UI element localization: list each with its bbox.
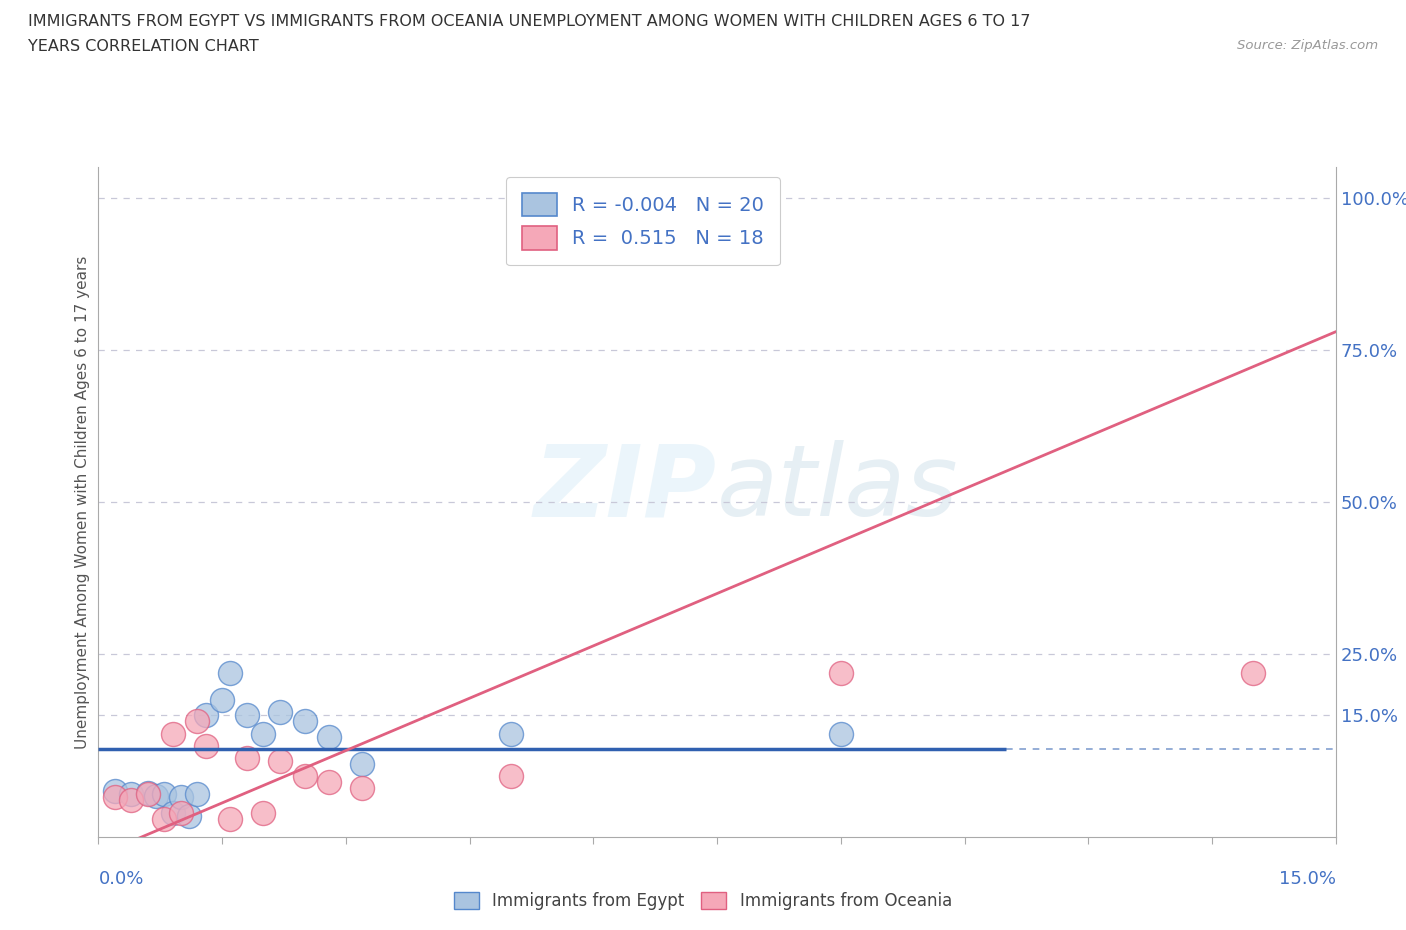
Point: [236, 751, 259, 765]
Point: [1241, 665, 1264, 680]
Point: [219, 811, 242, 826]
Point: [179, 808, 201, 823]
Legend: R = -0.004   N = 20, R =  0.515   N = 18: R = -0.004 N = 20, R = 0.515 N = 18: [506, 177, 779, 265]
Text: Source: ZipAtlas.com: Source: ZipAtlas.com: [1237, 39, 1378, 52]
Point: [162, 805, 184, 820]
Point: [186, 787, 208, 802]
Text: ZIP: ZIP: [534, 440, 717, 538]
Point: [294, 714, 316, 729]
Legend: Immigrants from Egypt, Immigrants from Oceania: Immigrants from Egypt, Immigrants from O…: [447, 885, 959, 917]
Point: [211, 693, 233, 708]
Point: [120, 787, 142, 802]
Text: 15.0%: 15.0%: [1278, 870, 1336, 887]
Point: [104, 784, 127, 799]
Point: [252, 805, 274, 820]
Point: [252, 726, 274, 741]
Y-axis label: Unemployment Among Women with Children Ages 6 to 17 years: Unemployment Among Women with Children A…: [75, 256, 90, 749]
Point: [318, 775, 340, 790]
Point: [153, 811, 176, 826]
Point: [162, 726, 184, 741]
Text: atlas: atlas: [717, 440, 959, 538]
Point: [104, 790, 127, 804]
Point: [194, 738, 217, 753]
Point: [499, 726, 522, 741]
Point: [294, 769, 316, 784]
Point: [236, 708, 259, 723]
Text: 0.0%: 0.0%: [98, 870, 143, 887]
Point: [318, 729, 340, 744]
Point: [170, 790, 193, 804]
Point: [269, 753, 291, 768]
Point: [194, 708, 217, 723]
Text: YEARS CORRELATION CHART: YEARS CORRELATION CHART: [28, 39, 259, 54]
Point: [830, 665, 852, 680]
Point: [136, 786, 159, 801]
Point: [186, 714, 208, 729]
Point: [170, 805, 193, 820]
Point: [269, 705, 291, 720]
Point: [830, 726, 852, 741]
Point: [120, 793, 142, 808]
Point: [499, 769, 522, 784]
Point: [352, 756, 374, 771]
Point: [136, 787, 159, 802]
Point: [153, 787, 176, 802]
Point: [219, 665, 242, 680]
Point: [145, 788, 167, 803]
Point: [352, 781, 374, 796]
Text: IMMIGRANTS FROM EGYPT VS IMMIGRANTS FROM OCEANIA UNEMPLOYMENT AMONG WOMEN WITH C: IMMIGRANTS FROM EGYPT VS IMMIGRANTS FROM…: [28, 14, 1031, 29]
